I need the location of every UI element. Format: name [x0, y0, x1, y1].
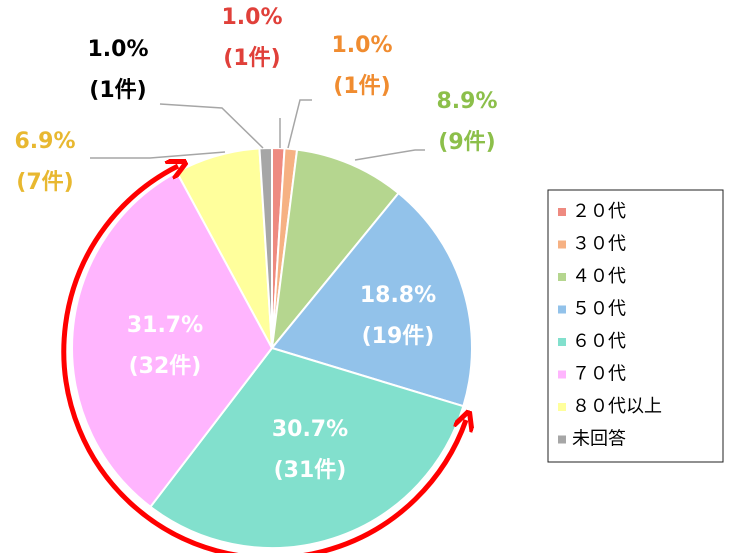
- legend-label: ２０代: [572, 201, 626, 222]
- legend-swatch: [558, 240, 566, 249]
- data-label: 30.7%: [272, 417, 348, 442]
- legend-label: ３０代: [572, 234, 626, 255]
- legend-swatch: [558, 208, 566, 216]
- legend-label: ８０代以上: [572, 396, 662, 417]
- legend-label: ７０代: [572, 364, 626, 385]
- legend-box: [547, 189, 724, 463]
- data-label: 1.0%: [221, 5, 282, 30]
- count-label: (1件): [333, 74, 390, 99]
- legend-swatch: [558, 305, 566, 314]
- data-label: 31.7%: [127, 313, 203, 338]
- legend-label: ５０代: [572, 299, 626, 320]
- count-label: (7件): [16, 170, 73, 195]
- count-label: (31件): [274, 458, 347, 483]
- data-label: 1.0%: [331, 33, 392, 58]
- count-label: (32件): [129, 354, 202, 379]
- count-label: (19件): [362, 324, 435, 349]
- data-label: 6.9%: [14, 129, 75, 154]
- legend-swatch: [558, 403, 566, 411]
- arrow-arc: [61, 166, 466, 553]
- data-label: 18.8%: [360, 283, 436, 308]
- legend-label: ４０代: [572, 266, 626, 287]
- legend-swatch: [558, 338, 566, 346]
- legend-swatch: [558, 273, 566, 281]
- count-label: (1件): [89, 78, 146, 103]
- leader-lines: [90, 99, 425, 161]
- legend-label: ６０代: [572, 331, 626, 352]
- legend-swatch: [558, 435, 566, 444]
- legend-label: 未回答: [572, 429, 626, 450]
- data-label: 8.9%: [436, 89, 497, 114]
- count-label: (1件): [223, 46, 280, 71]
- legend-swatch: [558, 370, 566, 379]
- count-label: (9件): [438, 130, 495, 155]
- data-label: 1.0%: [87, 37, 148, 62]
